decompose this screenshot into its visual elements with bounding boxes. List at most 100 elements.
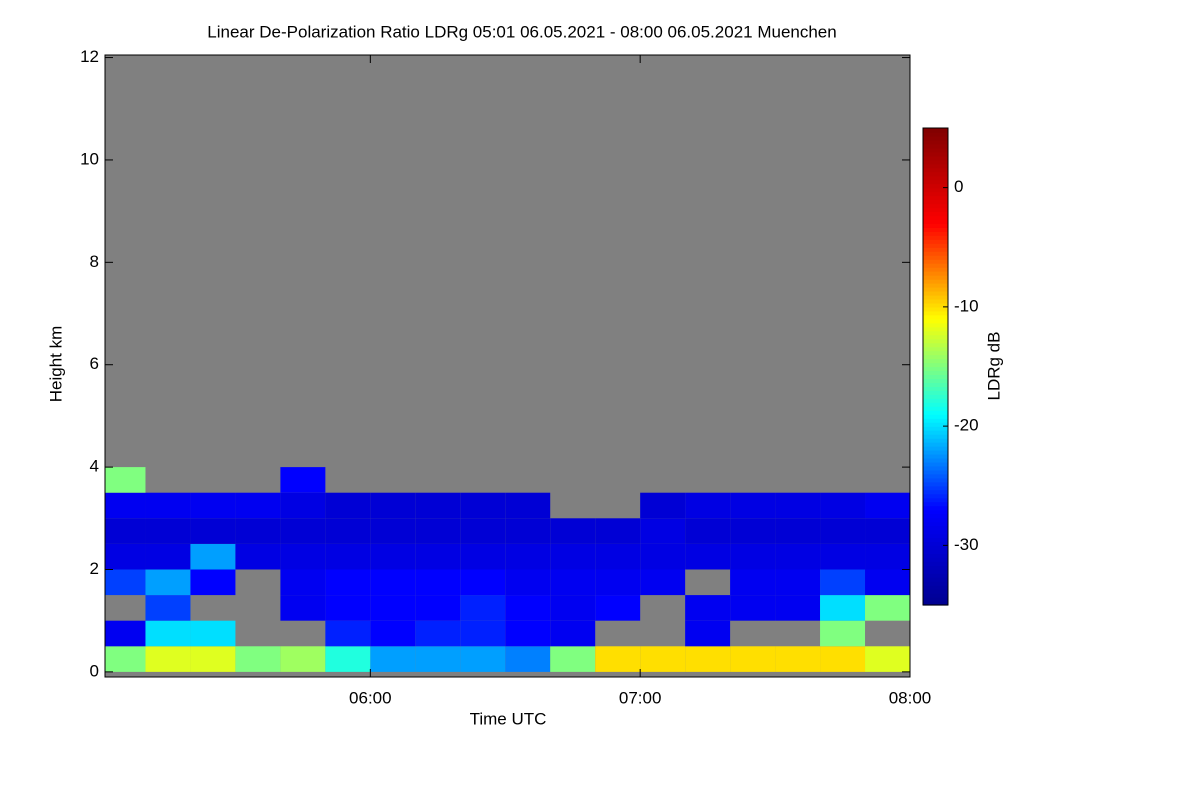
colorbar-segment [923,330,948,336]
colorbar-segment [923,302,948,308]
heat-cell [460,595,506,621]
heat-cell [325,646,371,672]
heat-cell [370,646,416,672]
colorbar-segment [923,207,948,213]
heat-cell [190,646,236,672]
colorbar-segment [923,513,948,519]
colorbar-segment [923,465,948,471]
heat-cell [505,620,551,647]
colorbar-segment [923,529,948,535]
heat-cell [325,595,371,621]
colorbar-segment [923,410,948,415]
colorbar-segment [923,505,948,511]
colorbar-segment [923,477,948,483]
colorbar-segment [923,601,948,606]
colorbar-segment [923,489,948,495]
heat-cell [235,492,281,519]
x-tick-label: 06:00 [349,688,392,707]
colorbar-segment [923,358,948,364]
colorbar-segment [923,537,948,542]
colorbar-segment [923,143,948,149]
colorbar-segment [923,430,948,435]
colorbar-segment [923,370,948,376]
heat-cell [370,595,416,621]
x-axis-label: Time UTC [470,709,547,728]
heat-cell [145,492,191,519]
heat-cell [460,543,506,570]
heat-cell [550,518,596,544]
colorbar-segment [923,163,948,169]
x-tick-label: 07:00 [619,688,662,707]
colorbar-segment [923,446,948,451]
heat-cell [415,518,461,544]
colorbar-segment [923,509,948,515]
y-tick-label: 4 [90,457,99,476]
heat-cell [460,518,506,544]
heat-cell [775,646,821,672]
heat-cell [370,518,416,544]
heat-cell [105,646,146,672]
colorbar-segment [923,159,948,165]
colorbar-segment [923,545,948,550]
colorbar-segment [923,259,948,264]
colorbar-segment [923,354,948,360]
colorbar-segment [923,394,948,399]
colorbar-segment [923,573,948,578]
heat-cell [685,595,731,621]
colorbar-segment [923,255,948,260]
heat-cell [235,518,281,544]
heat-cell [820,569,866,596]
colorbar-segment [923,497,948,503]
heat-cell [460,646,506,672]
colorbar-segment [923,128,948,133]
colorbar-segment [923,279,948,284]
colorbar-segment [923,263,948,268]
heat-cell [280,646,326,672]
heat-cell [820,595,866,621]
heat-cell [415,595,461,621]
heat-cell [415,543,461,570]
colorbar-segment [923,541,948,546]
colorbar-segment [923,517,948,523]
colorbar-segment [923,155,948,161]
colorbar-segment [923,569,948,574]
colorbar-segment [923,247,948,252]
heat-cell [730,543,776,570]
heat-cell [595,569,641,596]
colorbar-segment [923,287,948,292]
colorbar-segment [923,227,948,232]
colorbar-segment [923,426,948,431]
heat-cell [370,492,416,519]
heat-cell [325,543,371,570]
heat-cell [190,543,236,570]
colorbar-segment [923,326,948,332]
colorbar-segment [923,525,948,531]
colorbar-segment [923,235,948,240]
heat-cell [505,518,551,544]
heat-cell [820,492,866,519]
heat-cell [865,518,910,544]
plot-frame [104,54,911,678]
colorbar-segment [923,322,948,328]
heat-cell [280,569,326,596]
heat-cell [460,620,506,647]
colorbar-segment [923,386,948,391]
colorbar-segment [923,501,948,507]
heat-cell [820,518,866,544]
heat-cell [505,569,551,596]
y-tick-label: 6 [90,354,99,373]
heat-cell [550,620,596,647]
colorbar-segment [923,461,948,467]
colorbar-segment [923,402,948,407]
heat-cell [640,543,686,570]
colorbar-segment [923,179,948,185]
colorbar-segment [923,139,948,145]
heat-cell [775,492,821,519]
heat-cell [595,518,641,544]
heat-cell [820,620,866,647]
colorbar-segment [923,557,948,562]
colorbar-segment [923,275,948,280]
heat-cell [595,595,641,621]
heat-cell [730,569,776,596]
